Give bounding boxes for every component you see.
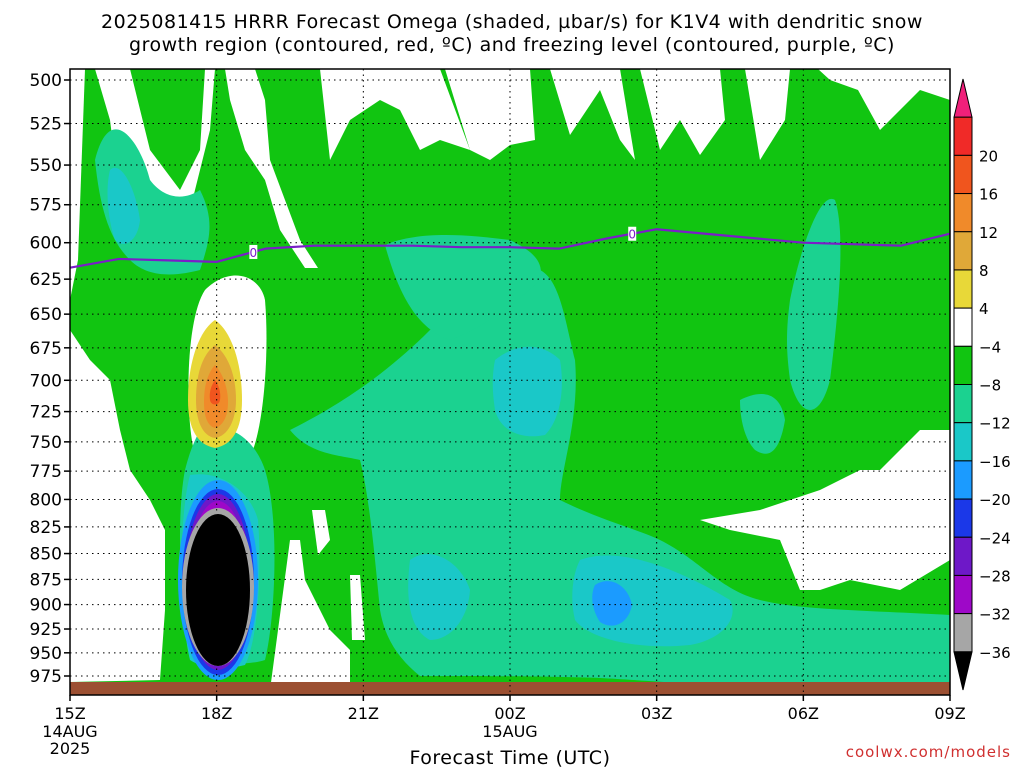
colorbar-swatch [953,384,973,424]
x-tick-label: 06Z [788,704,819,723]
y-tick-label: 575 [30,196,62,216]
colorbar-swatch [953,116,973,156]
colorbar-label: 12 [979,224,998,242]
colorbar-label: 16 [979,186,998,204]
colorbar-label: 8 [979,262,989,280]
plot-frame [69,68,951,696]
colorbar-swatch [953,498,973,538]
y-tick-label: 600 [30,234,62,254]
colorbar-label: −28 [979,567,1011,585]
freezing-level-label: 0 [628,228,636,242]
freezing-level-line [69,228,951,269]
colorbar-swatch [953,345,973,385]
omega-band-near-zero [70,69,950,690]
colorbar-swatch [953,536,973,576]
credit-text: coolwx.com/models [845,743,1011,761]
y-tick-label: 525 [30,115,62,135]
colorbar-label: −36 [979,644,1011,662]
y-axis-ticks: 500 525 550 575 600 625 650 675 700 725 750 775 800 8… [30,71,70,687]
colorbar-label: −20 [979,491,1011,509]
colorbar-swatch [953,269,973,309]
omega-shaded-field [70,69,950,695]
y-tick-label: 700 [30,371,62,391]
x-tick-label: 09Z [934,704,965,723]
x-tick-sublabel: 14AUG [42,722,97,741]
colorbar-label: −24 [979,529,1011,547]
freezing-level-label-bg [628,226,637,241]
x-tick-label: 18Z [201,704,232,723]
colorbar-label: 4 [979,300,989,318]
colorbar-swatch [953,422,973,462]
x-axis-label: Forecast Time (UTC) [410,747,611,768]
x-tick-sublabel: 2025 [50,739,91,758]
colorbar-swatch [953,460,973,500]
y-tick-label: 750 [30,433,62,453]
colorbar-label: −12 [979,415,1011,433]
colorbar-swatch [953,613,973,653]
colorbar-swatch [953,231,973,271]
y-tick-label: 975 [30,667,62,687]
colorbar-swatch [953,307,973,347]
x-tick-label: 15Z [54,704,85,723]
y-tick-label: 850 [30,545,62,565]
x-tick-label: 00Z [494,704,525,723]
colorbar-label: 20 [979,147,998,165]
omega-band-16-to-20 [209,380,221,405]
colorbar-label: −16 [979,453,1011,471]
chart-grid [70,69,950,695]
chart-title-line-1: 2025081415 HRRR Forecast Omega (shaded, … [101,11,923,33]
y-tick-label: 675 [30,339,62,359]
y-tick-label: 900 [30,596,62,616]
colorbar-bottom-arrow [953,651,973,691]
chart-title-line-2: growth region (contoured, red, ºC) and f… [129,34,895,56]
y-tick-label: 500 [30,71,62,91]
freezing-level-contour: 00 [69,226,951,269]
y-tick-label: 550 [30,156,62,176]
y-tick-label: 775 [30,462,62,482]
x-tick-label: 21Z [348,704,379,723]
colorbar-swatch [953,193,973,233]
colorbar-swatch [953,154,973,195]
colorbar-top-arrow [953,78,973,118]
colorbar-label: −32 [979,606,1011,624]
y-tick-label: 925 [30,620,62,640]
x-tick-label: 03Z [641,704,672,723]
y-tick-label: 800 [30,490,62,510]
y-tick-label: 875 [30,570,62,590]
x-tick-sublabel: 15AUG [482,722,537,741]
y-tick-label: 825 [30,518,62,538]
colorbar-label: −4 [979,338,1001,356]
freezing-level-label-bg [249,244,258,259]
y-tick-label: 625 [30,270,62,290]
colorbar-label: −8 [979,377,1001,395]
y-tick-label: 950 [30,644,62,664]
y-tick-label: 650 [30,305,62,325]
y-tick-label: 725 [30,403,62,423]
colorbar-swatch [953,574,973,615]
freezing-level-label: 0 [250,246,258,260]
colorbar: 20 16 12 8 4 −4 −8 −12 −16 −20 −24 −28 −32 −36 [953,78,1011,691]
omega-band-below-minus36 [186,514,250,666]
